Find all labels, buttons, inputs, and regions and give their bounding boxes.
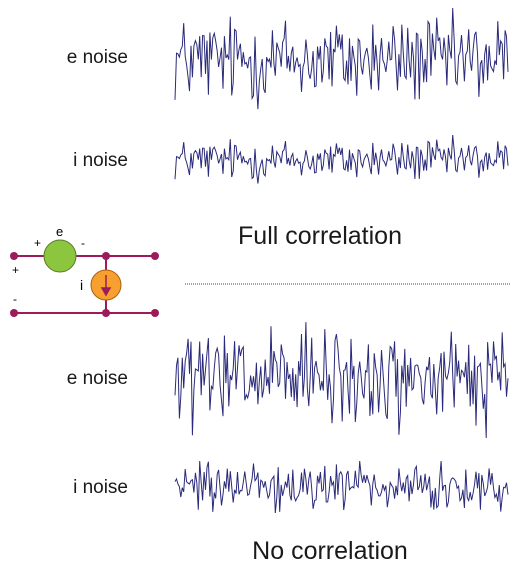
circuit-node	[102, 309, 110, 317]
i-source-label: i	[80, 277, 83, 293]
top-e-noise-label: e noise	[66, 47, 128, 68]
circuit-node	[151, 309, 159, 317]
e-source-plus-sign: +	[34, 236, 41, 250]
input-minus-sign: -	[13, 292, 17, 306]
top-i-noise-label: i noise	[73, 150, 128, 171]
circuit-node	[102, 252, 110, 260]
circuit-node	[10, 252, 18, 260]
circuit-wires	[14, 255, 155, 314]
input-plus-sign: +	[12, 263, 19, 277]
circuit-nodes	[10, 252, 159, 317]
full-correlation-caption: Full correlation	[238, 222, 402, 250]
circuit-node	[10, 309, 18, 317]
top-i-noise-waveform	[174, 134, 509, 184]
e-source-minus-sign: -	[81, 236, 85, 250]
e-source-label: e	[56, 224, 63, 239]
bottom-i-noise-label: i noise	[73, 477, 128, 498]
bottom-e-noise-label: e noise	[66, 368, 128, 389]
current-direction-arrow-icon	[100, 275, 112, 297]
e-noise-voltage-source	[43, 239, 77, 273]
circuit-node	[151, 252, 159, 260]
no-correlation-caption: No correlation	[252, 537, 408, 565]
top-e-noise-waveform	[174, 7, 509, 110]
bottom-i-noise-waveform	[174, 460, 509, 514]
bottom-e-noise-waveform	[174, 322, 509, 439]
